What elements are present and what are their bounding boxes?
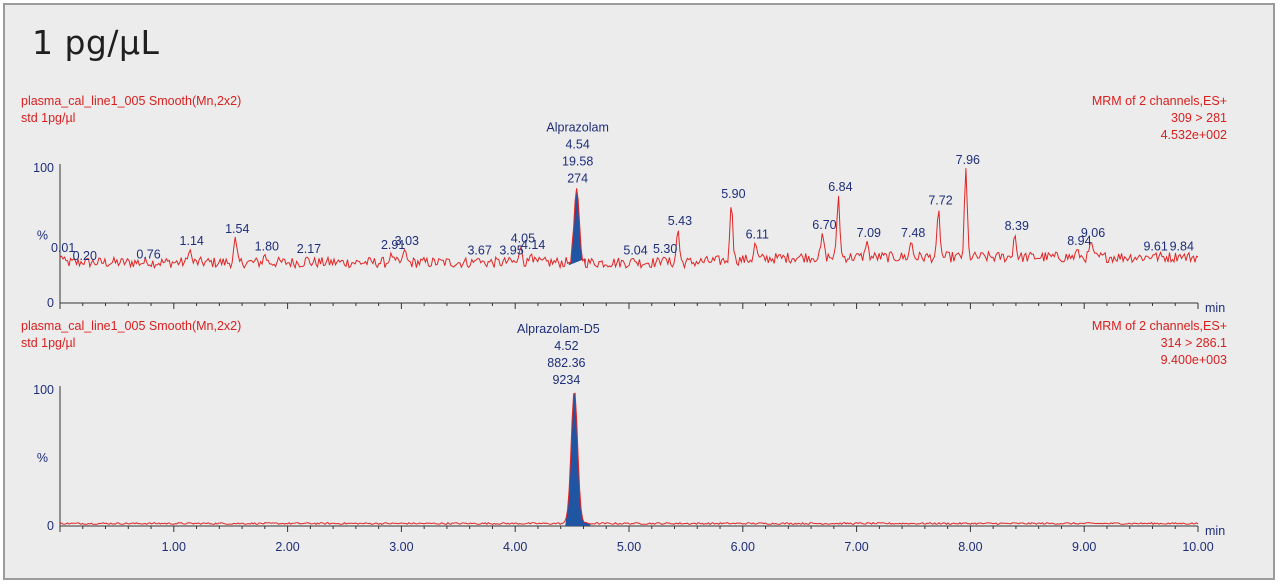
y-tick-label: 100 <box>33 161 54 175</box>
x-tick-label: 9.00 <box>1072 540 1096 554</box>
sample-description: std 1pg/µl <box>21 111 75 125</box>
peak-label: 7.72 <box>928 194 952 208</box>
channel-info: MRM of 2 channels,ES+ <box>1092 94 1227 108</box>
peak-label: 3.67 <box>467 243 491 257</box>
x-axis-label: min <box>1205 524 1225 538</box>
channel-info: MRM of 2 channels,ES+ <box>1092 319 1227 333</box>
peak-area-label: 19.58 <box>562 154 593 168</box>
intensity-scale: 9.400e+003 <box>1161 353 1227 367</box>
intensity-scale: 4.532e+002 <box>1161 128 1227 142</box>
chromatogram-frame: 1 pg/µL <box>3 3 1275 580</box>
peak-rt-label: 4.52 <box>554 339 578 353</box>
mrm-transition: 309 > 281 <box>1171 111 1227 125</box>
peak-label: 0.76 <box>136 248 160 262</box>
peak-label: 9.06 <box>1081 226 1105 240</box>
chromatogram-trace <box>59 392 1199 526</box>
peak-label: 1.54 <box>225 222 249 236</box>
chromatogram-panel-1: plasma_cal_line1_005 Smooth(Mn,2x2) std 1… <box>21 94 1227 315</box>
peak-rt-label: 4.54 <box>565 137 589 151</box>
peak-label: 0.01 <box>51 241 75 255</box>
y-tick-label: 0 <box>47 296 54 310</box>
peak-label: 3.95 <box>499 243 523 257</box>
x-tick-label: 2.00 <box>275 540 299 554</box>
peak-label: 5.43 <box>668 214 692 228</box>
x-tick-label: 6.00 <box>731 540 755 554</box>
peak-label: 9.84 <box>1170 239 1194 253</box>
peak-area-label: 882.36 <box>547 356 585 370</box>
peak-height-label: 274 <box>567 171 588 185</box>
x-axis-label: min <box>1205 301 1225 315</box>
chromatogram-panel-2: plasma_cal_line1_005 Smooth(Mn,2x2) std 1… <box>21 319 1227 554</box>
peak-height-label: 9234 <box>552 373 580 387</box>
sample-description: std 1pg/µl <box>21 336 75 350</box>
peak-label: 1.80 <box>255 239 279 253</box>
sample-name: plasma_cal_line1_005 Smooth(Mn,2x2) <box>21 94 241 108</box>
x-tick-label: 4.00 <box>503 540 527 554</box>
x-tick-label: 3.00 <box>389 540 413 554</box>
peak-label: 4.05 <box>511 231 535 245</box>
x-tick-label: 5.00 <box>617 540 641 554</box>
peak-label: 5.90 <box>721 187 745 201</box>
y-axis-label: % <box>37 229 48 243</box>
peak-label: 7.48 <box>901 226 925 240</box>
peak-label: 7.96 <box>956 153 980 167</box>
x-tick-label: 8.00 <box>958 540 982 554</box>
peak-label: 4.14 <box>521 238 545 252</box>
chromatogram-trace <box>59 168 1199 270</box>
peak-label: 5.30 <box>653 242 677 256</box>
peak-label: 0.20 <box>73 249 97 263</box>
compound-name-label: Alprazolam-D5 <box>517 322 600 336</box>
y-tick-label: 0 <box>47 519 54 533</box>
peak-label: 9.61 <box>1143 239 1167 253</box>
sample-name: plasma_cal_line1_005 Smooth(Mn,2x2) <box>21 319 241 333</box>
integrated-peak-fill <box>568 188 586 268</box>
peak-label: 8.94 <box>1067 234 1091 248</box>
mrm-transition: 314 > 286.1 <box>1161 336 1227 350</box>
y-tick-label: 100 <box>33 383 54 397</box>
compound-name-label: Alprazolam <box>546 120 609 134</box>
peak-label: 1.14 <box>180 234 204 248</box>
x-tick-label: 10.00 <box>1182 540 1213 554</box>
peak-label: 6.11 <box>746 227 769 241</box>
page-title: 1 pg/µL <box>32 23 160 62</box>
peak-label: 3.03 <box>395 234 419 248</box>
y-axis-label: % <box>37 451 48 465</box>
peak-label: 5.04 <box>623 243 647 257</box>
peak-label: 8.39 <box>1005 219 1029 233</box>
peak-label: 6.84 <box>828 180 852 194</box>
peak-label: 2.17 <box>297 242 321 256</box>
peak-label: 2.91 <box>381 238 405 252</box>
peak-label: 7.09 <box>857 226 881 240</box>
x-tick-label: 1.00 <box>162 540 186 554</box>
peak-label: 6.70 <box>812 218 836 232</box>
x-tick-label: 7.00 <box>844 540 868 554</box>
